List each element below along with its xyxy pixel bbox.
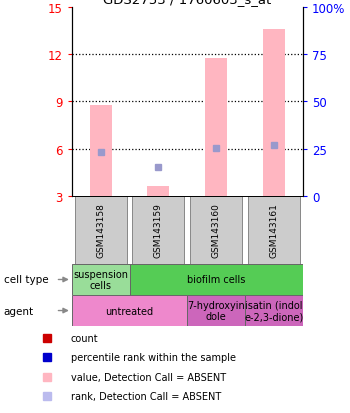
Text: untreated: untreated [105, 306, 154, 316]
FancyBboxPatch shape [132, 196, 184, 264]
Text: agent: agent [4, 306, 34, 316]
Bar [90, 105, 112, 196]
Text: GSM143161: GSM143161 [270, 203, 278, 258]
FancyBboxPatch shape [190, 196, 242, 264]
Bar [205, 59, 227, 196]
Text: GSM143160: GSM143160 [212, 203, 220, 258]
FancyBboxPatch shape [245, 295, 303, 326]
FancyBboxPatch shape [72, 295, 187, 326]
Text: 7-hydroxyin
dole: 7-hydroxyin dole [187, 300, 245, 322]
Text: biofilm cells: biofilm cells [187, 275, 245, 285]
Text: value, Detection Call = ABSENT: value, Detection Call = ABSENT [71, 372, 226, 382]
Text: cell type: cell type [4, 275, 48, 285]
Text: GSM143158: GSM143158 [96, 203, 105, 258]
FancyBboxPatch shape [75, 196, 127, 264]
Bar [147, 187, 169, 196]
Text: isatin (indol
e-2,3-dione): isatin (indol e-2,3-dione) [244, 300, 303, 322]
Text: rank, Detection Call = ABSENT: rank, Detection Call = ABSENT [71, 391, 221, 401]
FancyBboxPatch shape [72, 264, 130, 295]
Bar [263, 30, 285, 196]
Title: GDS2753 / 1760603_s_at: GDS2753 / 1760603_s_at [103, 0, 271, 6]
Text: GSM143159: GSM143159 [154, 203, 163, 258]
FancyBboxPatch shape [248, 196, 300, 264]
Text: suspension
cells: suspension cells [73, 269, 128, 291]
FancyBboxPatch shape [187, 295, 245, 326]
Text: percentile rank within the sample: percentile rank within the sample [71, 352, 236, 362]
Text: count: count [71, 333, 98, 343]
FancyBboxPatch shape [130, 264, 303, 295]
